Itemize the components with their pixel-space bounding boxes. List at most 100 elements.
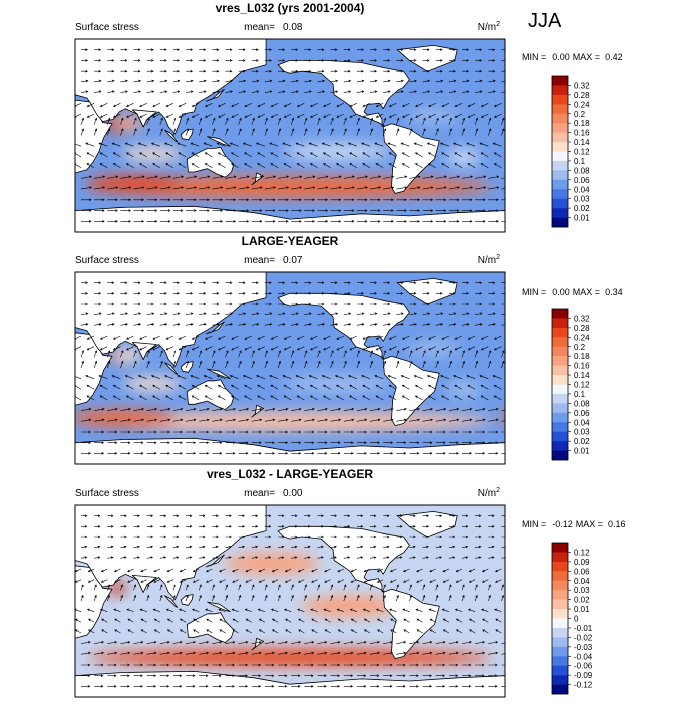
stress-vector: [322, 152, 331, 158]
stress-vector: [488, 219, 499, 223]
north-america-land: [277, 292, 410, 360]
stress-vector: [370, 59, 378, 62]
stress-vector: [107, 556, 114, 559]
stress-vector: [435, 59, 443, 62]
stress-vector: [238, 685, 249, 688]
stress-vector: [185, 350, 190, 358]
colorbar-tick-label: 0.18: [574, 119, 590, 128]
colorbar-bin: [552, 309, 568, 319]
stress-vector: [454, 103, 463, 107]
stress-vector: [186, 323, 194, 326]
stress-vector: [388, 346, 397, 351]
stress-vector: [203, 142, 213, 147]
stress-vector: [413, 375, 423, 379]
stress-vector: [146, 641, 157, 644]
stress-vector: [396, 69, 404, 73]
stress-vector: [343, 545, 351, 549]
stress-vector: [462, 441, 473, 444]
stress-vector: [422, 441, 433, 444]
stress-vector: [199, 452, 210, 455]
map-frame: [74, 38, 506, 233]
stress-vector: [311, 618, 318, 623]
stress-vector: [422, 584, 426, 591]
stress-vector: [454, 608, 463, 612]
stress-vector: [493, 163, 502, 168]
stress-vector: [231, 103, 239, 107]
stress-vector: [317, 281, 325, 284]
stress-vector: [343, 292, 351, 295]
stress-vector: [269, 142, 279, 147]
india-outline: [131, 342, 157, 360]
stress-vector: [86, 163, 95, 168]
stress-vector: [461, 323, 470, 326]
stress-vector: [120, 674, 130, 677]
stress-vector: [94, 535, 101, 539]
stress-vector: [146, 584, 150, 591]
stress-vector: [120, 407, 131, 411]
stress-vector: [152, 103, 160, 107]
stress-vector: [291, 302, 299, 306]
stress-vector: [317, 90, 326, 94]
stress-vector: [448, 209, 460, 212]
stress-vector: [480, 163, 489, 168]
stress-vector: [317, 407, 328, 411]
stress-vector: [172, 556, 180, 559]
stress-vector: [362, 152, 371, 158]
stress-vector: [133, 556, 140, 559]
stress-vector: [271, 629, 279, 634]
stress-vector: [93, 594, 97, 602]
stress-vector: [422, 651, 433, 655]
stress-vector: [199, 79, 207, 83]
stress-vector: [251, 128, 255, 136]
stress-vector: [317, 48, 325, 52]
stress-vector: [396, 407, 407, 411]
stress-vector: [492, 375, 502, 379]
stress-vector: [435, 128, 439, 136]
stress-vector: [311, 629, 318, 634]
stress-vector: [383, 219, 394, 223]
stress-vector: [264, 90, 273, 94]
stress-vector: [462, 59, 470, 62]
stress-vector: [172, 219, 184, 223]
new-guinea-land: [207, 136, 231, 147]
stress-vector: [199, 292, 207, 295]
stress-vector: [304, 302, 312, 306]
stress-vector: [409, 117, 413, 125]
stress-vector: [178, 335, 187, 340]
stress-vector: [468, 608, 476, 612]
stress-vector: [461, 128, 465, 136]
stress-vector: [337, 629, 344, 634]
stress-vector: [396, 452, 407, 455]
colorbar-bin: [552, 543, 568, 553]
stress-vector: [416, 618, 423, 623]
stress-vector: [159, 281, 167, 284]
stress-vector: [330, 535, 337, 539]
stress-vector: [356, 360, 360, 369]
stress-vector: [356, 418, 368, 422]
stress-vector: [107, 525, 114, 528]
stress-vector: [383, 641, 394, 644]
stress-vector: [146, 441, 157, 444]
stress-vector: [383, 175, 395, 179]
stress-vector: [225, 535, 232, 539]
stress-vector: [251, 312, 260, 316]
stress-vector: [454, 113, 463, 118]
stress-vector: [448, 556, 456, 559]
stress-vector: [317, 323, 326, 326]
stress-vector: [107, 360, 111, 369]
field-se-trades-indian: [122, 147, 183, 161]
stress-vector: [271, 568, 279, 573]
stress-vector: [192, 579, 200, 583]
stress-vector: [139, 395, 147, 401]
stress-vector: [114, 629, 121, 634]
stress-vector: [159, 525, 167, 528]
stress-vector: [501, 546, 505, 548]
stress-vector: [428, 103, 436, 107]
stress-vector: [369, 312, 378, 316]
stress-vector: [475, 302, 483, 306]
stress-vector: [304, 69, 312, 73]
colorbar-bin: [552, 590, 568, 600]
stress-vector: [229, 142, 239, 147]
stress-vector: [230, 384, 239, 390]
